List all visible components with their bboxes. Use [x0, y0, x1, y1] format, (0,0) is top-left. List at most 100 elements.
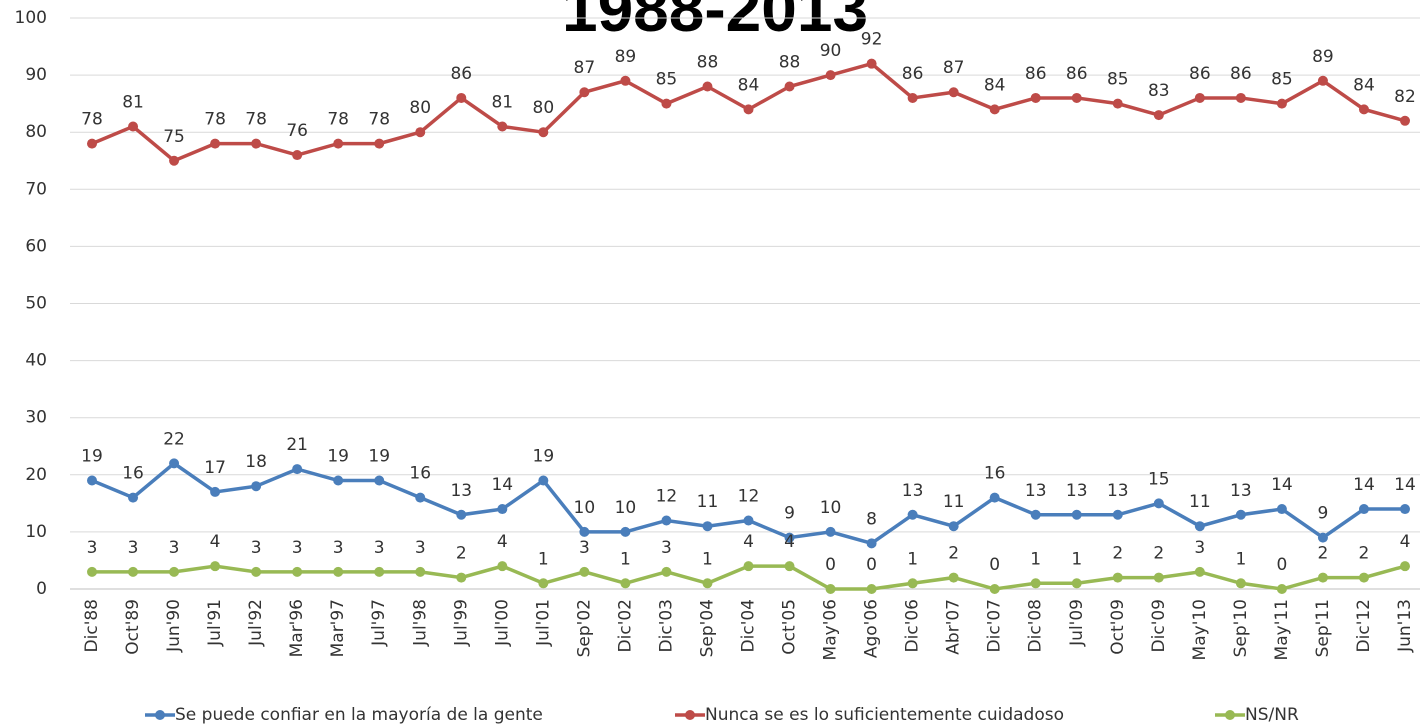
- x-tick-label: Oct'09: [1108, 599, 1128, 655]
- point: [1071, 578, 1082, 589]
- data-label: 1: [1030, 549, 1041, 569]
- x-tick-label: Dic'88: [82, 599, 102, 652]
- data-label: 22: [163, 429, 185, 449]
- y-tick-label: 30: [25, 408, 47, 428]
- point: [907, 92, 918, 103]
- data-label: 2: [1112, 544, 1123, 564]
- data-label: 89: [1312, 47, 1334, 67]
- data-label: 16: [409, 464, 431, 484]
- data-label: 78: [368, 110, 390, 130]
- data-label: 4: [1400, 532, 1411, 552]
- point: [579, 526, 590, 537]
- data-label: 85: [1107, 70, 1129, 90]
- data-label: 4: [497, 532, 508, 552]
- data-label: 78: [81, 110, 103, 130]
- point: [989, 104, 1000, 115]
- data-label: 78: [245, 110, 267, 130]
- data-label: 3: [579, 538, 590, 558]
- x-tick-label: Jul'01: [533, 599, 553, 647]
- data-label: 86: [1066, 64, 1088, 84]
- data-label: 92: [861, 30, 883, 50]
- x-tick-label: Oct'05: [780, 599, 800, 655]
- point: [497, 121, 508, 132]
- point: [251, 566, 262, 577]
- point: [866, 584, 877, 594]
- data-label: 90: [820, 41, 842, 61]
- y-tick-label: 100: [15, 8, 47, 28]
- legend-item: Se puede confiar en la mayoría de la gen…: [145, 705, 543, 725]
- data-label: 1: [907, 549, 918, 569]
- y-tick-label: 60: [25, 236, 47, 256]
- data-label: 3: [292, 538, 303, 558]
- point: [579, 87, 590, 98]
- point: [1194, 521, 1205, 532]
- point: [620, 526, 631, 537]
- point: [661, 515, 672, 526]
- legend-marker: [1225, 710, 1235, 720]
- point: [784, 561, 795, 572]
- point: [1358, 572, 1369, 583]
- x-tick-label: Dic'03: [656, 599, 676, 652]
- point: [169, 458, 180, 469]
- point: [702, 578, 713, 589]
- point: [374, 475, 385, 486]
- point: [87, 138, 97, 149]
- point: [989, 584, 1000, 594]
- data-label: 13: [1066, 481, 1088, 501]
- point: [1112, 98, 1123, 109]
- point: [866, 538, 877, 549]
- data-label: 3: [128, 538, 139, 558]
- legend-marker: [685, 710, 695, 720]
- x-tick-label: Sep'11: [1313, 599, 1333, 657]
- point: [1400, 561, 1410, 572]
- data-label: 2: [948, 544, 959, 564]
- point: [292, 464, 303, 475]
- point: [538, 578, 549, 589]
- data-label: 16: [984, 464, 1006, 484]
- legend-item: Nunca se es lo suficientemente cuidadoso: [675, 705, 1064, 725]
- point: [415, 492, 426, 503]
- data-label: 76: [286, 121, 308, 141]
- y-tick-label: 80: [25, 122, 47, 142]
- point: [661, 98, 672, 109]
- x-tick-label: Dic'12: [1354, 599, 1374, 652]
- data-label: 86: [450, 64, 472, 84]
- point: [251, 481, 262, 492]
- data-label: 10: [574, 498, 596, 518]
- data-label: 2: [1359, 544, 1370, 564]
- point: [1153, 572, 1164, 583]
- x-tick-label: Jul'99: [451, 599, 471, 647]
- point: [948, 521, 959, 532]
- point: [497, 561, 508, 572]
- data-label: 3: [415, 538, 426, 558]
- x-tick-label: May'11: [1272, 599, 1292, 660]
- x-tick-label: Jul'91: [205, 599, 225, 647]
- point: [538, 475, 549, 486]
- point: [1317, 572, 1328, 583]
- data-label: 1: [1235, 549, 1246, 569]
- x-tick-label: Dic'04: [739, 599, 759, 652]
- data-label: 88: [697, 53, 719, 73]
- point: [333, 475, 344, 486]
- point: [784, 81, 795, 92]
- point: [497, 504, 508, 515]
- data-label: 2: [1318, 544, 1329, 564]
- x-tick-label: Sep'02: [574, 599, 594, 657]
- point: [1153, 110, 1164, 121]
- data-label: 9: [784, 504, 795, 524]
- x-tick-label: Ago'06: [862, 599, 882, 658]
- data-label: 86: [1189, 64, 1211, 84]
- point: [1276, 504, 1287, 515]
- x-tick-label: Jul'92: [246, 599, 266, 647]
- data-label: 19: [327, 447, 349, 467]
- point: [825, 584, 836, 594]
- data-label: 75: [163, 127, 185, 147]
- data-label: 84: [1353, 75, 1375, 95]
- point: [825, 70, 836, 81]
- data-label: 85: [1271, 70, 1293, 90]
- x-tick-label: Oct'89: [123, 599, 143, 655]
- x-tick-label: Jul'98: [410, 599, 430, 647]
- data-label: 3: [661, 538, 672, 558]
- point: [128, 492, 139, 503]
